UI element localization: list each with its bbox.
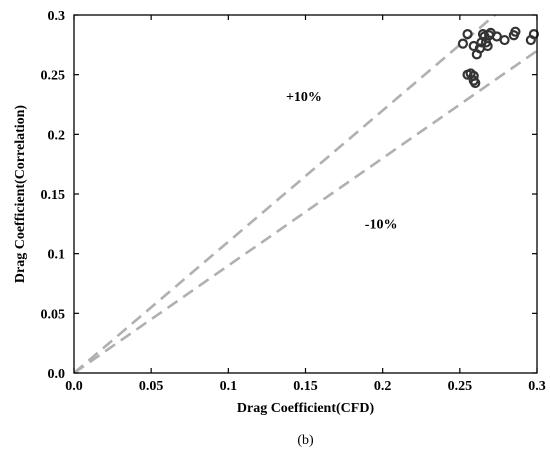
annotations: +10% -10% (286, 90, 397, 233)
figure-caption: (b) (297, 433, 314, 448)
x-tick-label: 0.15 (293, 379, 318, 394)
y-tick-label: 0.3 (48, 9, 66, 24)
y-tick-label: 0.05 (41, 307, 66, 322)
x-tick-label: 0.25 (448, 379, 473, 394)
y-tick-label: 0.1 (48, 248, 66, 263)
data-point (499, 34, 510, 46)
line-annotation: +10% (286, 90, 322, 105)
reference-line-plus-10 (74, 15, 497, 373)
data-point (470, 77, 481, 89)
y-tick-label: 0.15 (41, 188, 66, 203)
data-points (457, 26, 540, 89)
data-point (457, 38, 469, 49)
y-axis-title: Drag Coefficient(Correlation) (13, 105, 28, 284)
x-tick-label: 0.1 (220, 379, 238, 394)
data-point (482, 40, 493, 52)
x-tick-label: 0.0 (65, 379, 83, 394)
x-axis-title: Drag Coefficient(CFD) (237, 401, 375, 416)
ticks: 0.0 0.05 0.1 0.15 0.2 0.25 0.3 0.0 0.05 0.1 0.15 0.… (41, 9, 546, 394)
axes (73, 14, 538, 374)
data-point (510, 26, 521, 37)
data-point (491, 31, 502, 42)
reference-lines (74, 15, 537, 373)
x-tick-label: 0.05 (139, 379, 164, 394)
data-point (528, 28, 540, 40)
data-point (462, 28, 473, 40)
line-annotation: -10% (365, 218, 398, 233)
y-tick-label: 0.2 (48, 128, 66, 143)
y-tick-label: 0.25 (41, 69, 66, 84)
y-tick-label: 0.0 (48, 367, 66, 382)
x-tick-label: 0.2 (374, 379, 392, 394)
plot-frame (73, 14, 538, 374)
x-tick-label: 0.3 (528, 379, 546, 394)
